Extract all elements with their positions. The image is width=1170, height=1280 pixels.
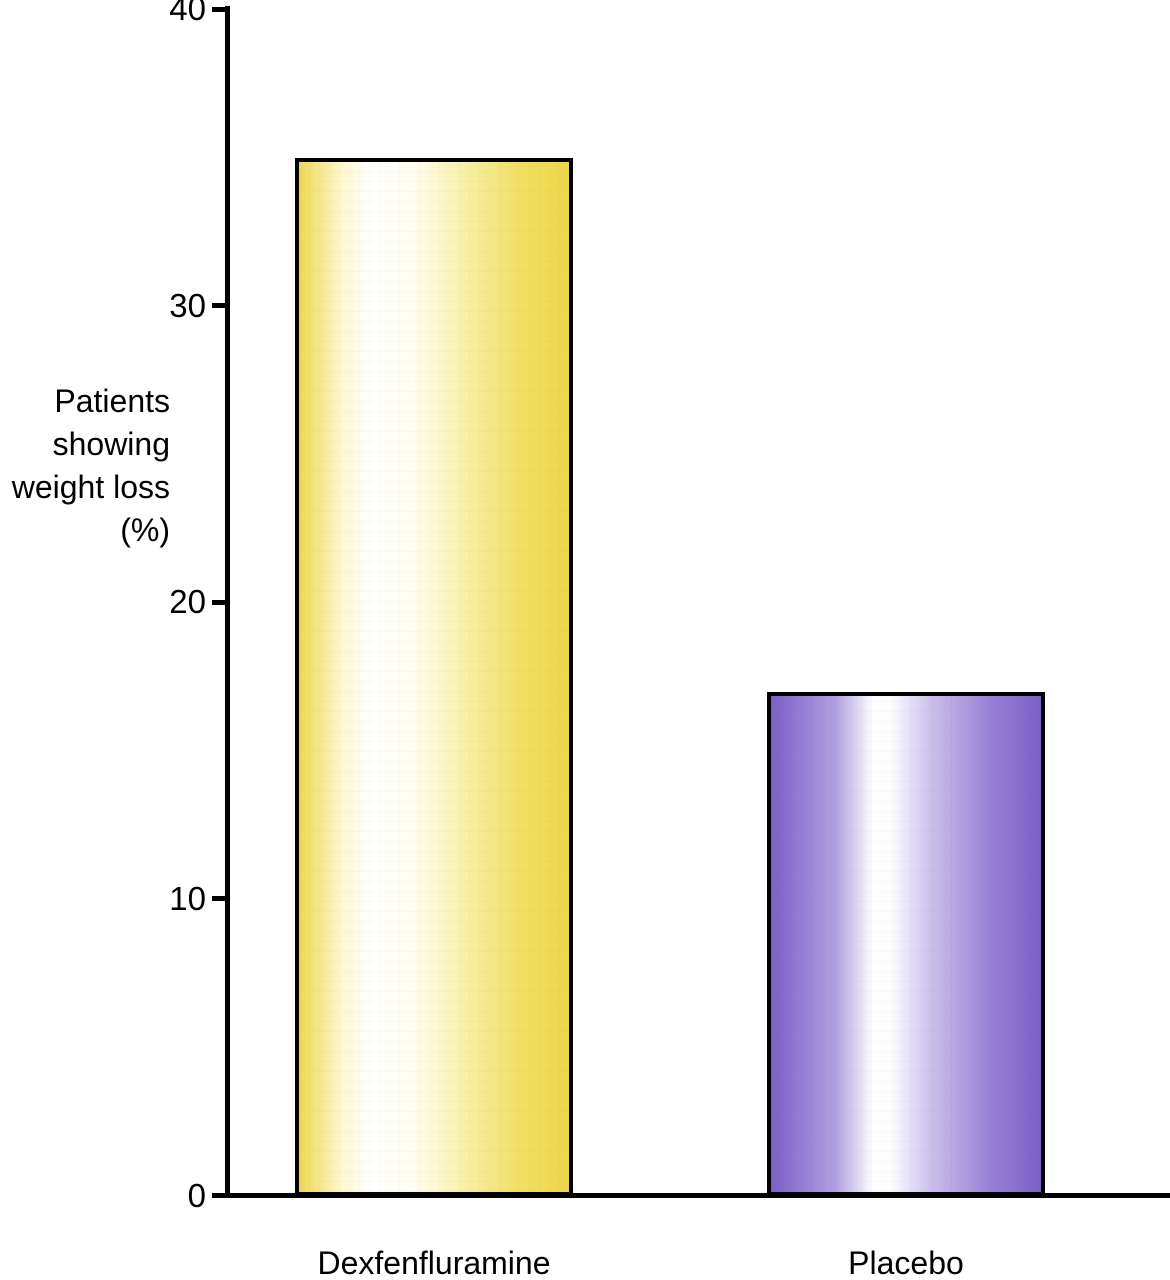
y-tick-label: 0 [187,1176,206,1214]
y-tick-mark [212,303,226,309]
bar-placebo [767,692,1045,1196]
x-axis-line [212,1193,1170,1198]
y-tick-mark [212,1193,226,1198]
y-tick-mark [212,6,226,12]
y-tick-label: 20 [169,583,206,621]
bar-dexfenfluramine [295,158,573,1196]
y-tick-mark [212,896,226,902]
x-label-dexfenfluramine: Dexfenfluramine [317,1245,551,1280]
y-axis-line [225,6,230,1198]
y-tick-label: 30 [169,286,206,324]
x-label-placebo: Placebo [848,1245,964,1280]
y-axis-title: Patients showing weight loss (%) [11,383,170,548]
y-tick-label: 40 [169,0,206,27]
y-tick-label: 10 [169,879,206,917]
y-tick-mark [212,599,226,605]
